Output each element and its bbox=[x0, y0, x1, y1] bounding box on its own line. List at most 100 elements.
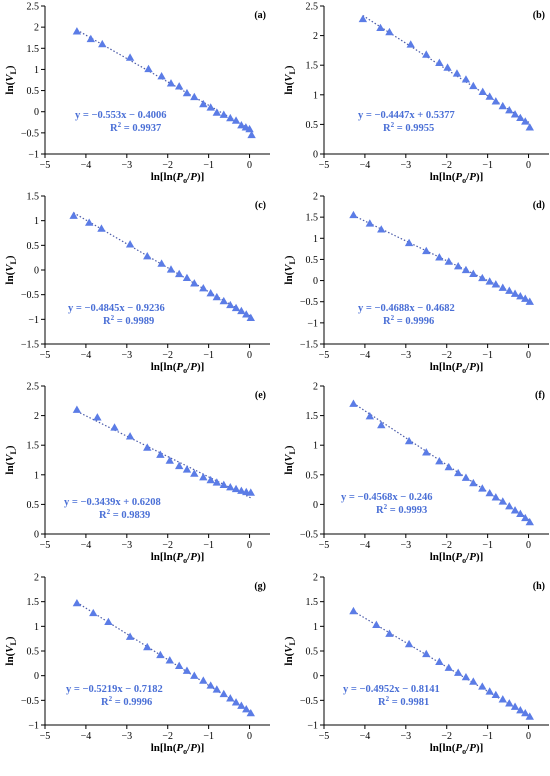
x-tick-label: −5 bbox=[319, 540, 330, 551]
y-axis-label: ln(VL) bbox=[283, 445, 297, 475]
data-point bbox=[98, 39, 107, 48]
data-point bbox=[376, 23, 385, 32]
y-tick-label: 1.5 bbox=[27, 44, 40, 55]
data-point bbox=[246, 313, 255, 322]
x-tick-label: 0 bbox=[247, 731, 252, 742]
x-axis-label: ln[ln(Po/P)] bbox=[151, 551, 205, 565]
data-point bbox=[246, 708, 255, 717]
data-point bbox=[206, 681, 215, 689]
x-tick-label: −5 bbox=[40, 540, 51, 551]
y-tick-label: −0.5 bbox=[300, 696, 318, 707]
data-point bbox=[358, 14, 368, 23]
data-point bbox=[110, 423, 119, 431]
data-point bbox=[125, 432, 135, 440]
data-point bbox=[365, 411, 375, 420]
y-tick-label: −1 bbox=[28, 150, 39, 161]
y-tick-label: 2 bbox=[313, 192, 318, 203]
data-point bbox=[174, 461, 184, 470]
fit-equation: y = −0.553x − 0.4006 bbox=[75, 110, 166, 121]
x-tick-label: −3 bbox=[400, 731, 411, 742]
x-tick-label: −1 bbox=[482, 540, 493, 551]
panel-label: (e) bbox=[255, 390, 266, 401]
data-point bbox=[97, 224, 106, 232]
y-tick-label: −0.5 bbox=[21, 128, 39, 139]
data-point bbox=[469, 478, 478, 487]
data-point bbox=[69, 211, 78, 219]
y-tick-label: 0.5 bbox=[27, 241, 40, 252]
data-point bbox=[212, 292, 222, 301]
data-point bbox=[385, 629, 394, 637]
data-point bbox=[422, 448, 431, 456]
fit-equation: y = −0.3439x + 0.6208 bbox=[64, 497, 161, 508]
data-point bbox=[242, 705, 251, 713]
data-point bbox=[199, 99, 208, 108]
data-point bbox=[226, 300, 235, 309]
x-tick-label: 0 bbox=[247, 540, 252, 551]
y-tick-label: −0.5 bbox=[300, 297, 318, 308]
r-squared: R2 = 0.9996 bbox=[101, 695, 152, 708]
data-point bbox=[498, 695, 507, 703]
y-tick-label: 0.5 bbox=[27, 500, 40, 511]
data-point bbox=[219, 110, 228, 118]
data-point bbox=[406, 40, 415, 48]
data-point bbox=[461, 672, 471, 681]
data-point bbox=[143, 251, 152, 260]
data-point bbox=[435, 657, 444, 666]
data-point bbox=[521, 513, 530, 522]
x-tick-label: −4 bbox=[360, 540, 371, 551]
r-squared: R2 = 0.9955 bbox=[383, 121, 434, 134]
data-point bbox=[72, 598, 82, 607]
data-point bbox=[510, 289, 520, 297]
data-point bbox=[182, 88, 192, 97]
data-point bbox=[199, 676, 208, 684]
y-tick-label: 1.5 bbox=[306, 411, 319, 422]
data-point bbox=[84, 218, 94, 226]
y-axis-label: ln(VL) bbox=[4, 445, 18, 475]
data-point bbox=[237, 701, 246, 709]
y-tick-label: 1.5 bbox=[306, 597, 319, 608]
data-point bbox=[422, 50, 431, 58]
data-point bbox=[485, 687, 494, 695]
data-point bbox=[174, 269, 184, 278]
x-axis-label: ln[ln(Po/P)] bbox=[430, 361, 484, 375]
y-tick-label: 0 bbox=[313, 500, 318, 511]
y-tick-label: 2.5 bbox=[27, 382, 40, 393]
x-tick-label: −5 bbox=[319, 350, 330, 361]
y-tick-label: −1.5 bbox=[300, 340, 318, 351]
y-tick-label: 2.5 bbox=[306, 2, 319, 13]
data-point bbox=[461, 265, 471, 274]
x-tick-label: −5 bbox=[40, 160, 51, 171]
y-tick-label: 1.5 bbox=[306, 213, 319, 224]
data-point bbox=[144, 64, 153, 73]
data-point bbox=[174, 82, 184, 90]
r-squared: R2 = 0.9989 bbox=[103, 314, 154, 327]
data-point bbox=[190, 671, 199, 679]
x-tick-label: −2 bbox=[162, 540, 173, 551]
x-tick-label: −3 bbox=[400, 540, 411, 551]
data-point bbox=[435, 253, 444, 261]
data-point bbox=[104, 617, 113, 626]
data-point bbox=[237, 486, 246, 494]
x-tick-label: 0 bbox=[526, 160, 531, 171]
data-point bbox=[505, 105, 514, 114]
data-point bbox=[510, 702, 520, 710]
y-axis-label: ln(VL) bbox=[283, 255, 297, 285]
data-point bbox=[435, 456, 444, 465]
data-point bbox=[404, 238, 414, 247]
data-point bbox=[143, 642, 152, 651]
panel-label: (f) bbox=[535, 390, 545, 401]
data-point bbox=[516, 113, 525, 122]
x-tick-label: −5 bbox=[40, 731, 51, 742]
data-point bbox=[505, 286, 514, 294]
x-axis-label: ln[ln(Po/P)] bbox=[151, 171, 205, 185]
y-tick-label: 0 bbox=[313, 150, 318, 161]
data-point bbox=[525, 517, 534, 526]
x-tick-label: −2 bbox=[441, 350, 452, 361]
data-point bbox=[247, 130, 256, 139]
data-point bbox=[231, 484, 241, 493]
data-point bbox=[491, 97, 501, 105]
data-point bbox=[242, 310, 251, 318]
data-point bbox=[349, 399, 358, 407]
y-tick-label: 1 bbox=[313, 622, 318, 633]
